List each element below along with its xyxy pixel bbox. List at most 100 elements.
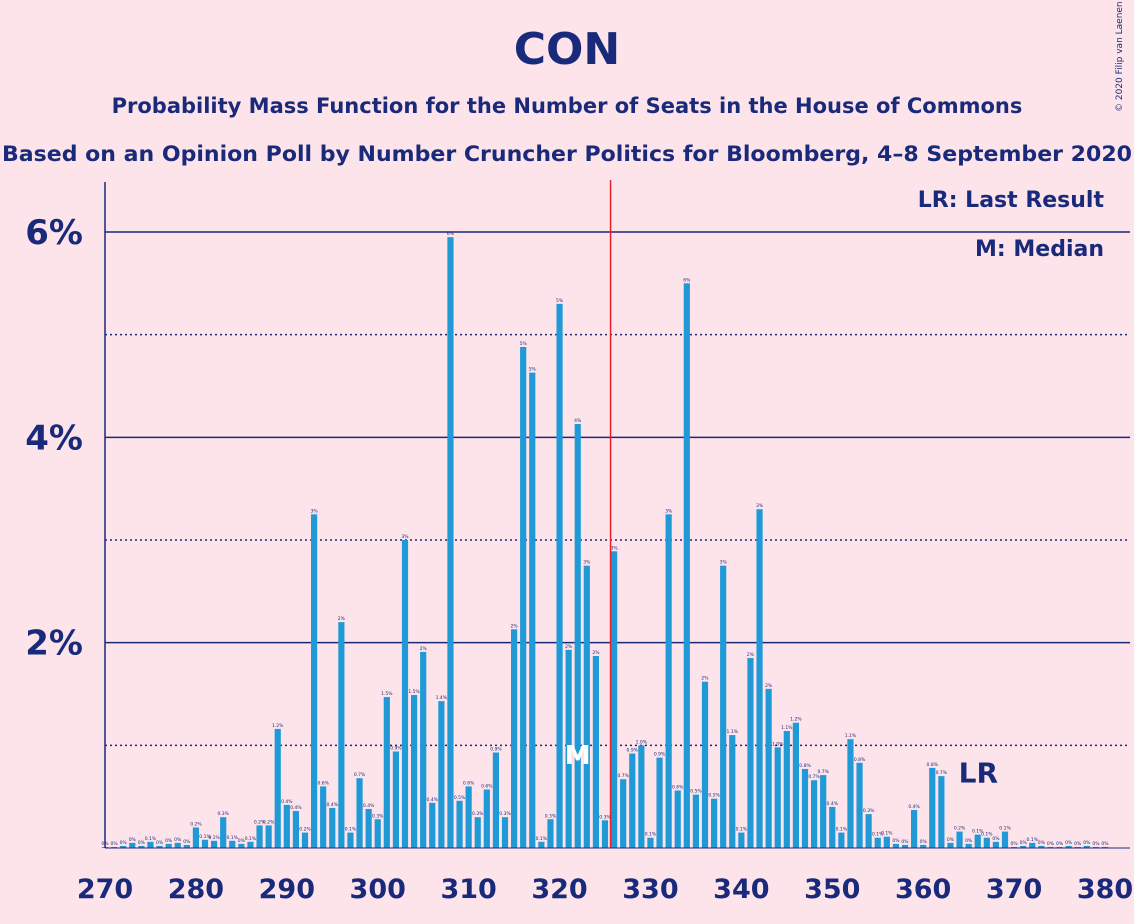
bar-303 bbox=[401, 540, 409, 848]
bar-331 bbox=[656, 757, 663, 848]
bar-341 bbox=[747, 658, 754, 848]
data-label-303: 3% bbox=[401, 534, 409, 540]
data-label-344: 1.0% bbox=[772, 741, 784, 747]
data-label-337: 0.5% bbox=[708, 793, 720, 799]
data-label-300: 0.3% bbox=[372, 813, 384, 819]
bar-316 bbox=[520, 346, 527, 848]
bar-367 bbox=[983, 837, 990, 848]
bar-361 bbox=[929, 767, 936, 848]
data-label-334: 6% bbox=[683, 277, 691, 283]
bar-304 bbox=[411, 695, 418, 848]
data-label-298: 0.7% bbox=[354, 772, 366, 778]
bar-378 bbox=[1083, 845, 1090, 848]
data-label-356: 0.1% bbox=[881, 831, 893, 837]
bar-324 bbox=[592, 656, 599, 848]
data-label-354: 0.3% bbox=[863, 808, 875, 814]
bar-298 bbox=[356, 778, 363, 848]
bar-280 bbox=[192, 827, 199, 848]
bar-312 bbox=[483, 789, 490, 848]
y-tick-label: 2% bbox=[25, 624, 83, 664]
data-label-290: 0.4% bbox=[281, 799, 293, 805]
bar-284 bbox=[229, 840, 236, 848]
data-label-338: 3% bbox=[720, 560, 728, 566]
bar-342 bbox=[756, 509, 763, 848]
bar-356 bbox=[883, 836, 890, 848]
bar-371 bbox=[1020, 845, 1027, 848]
data-label-277: 0% bbox=[165, 838, 173, 844]
median-marker: M bbox=[565, 741, 591, 771]
data-label-307: 1.4% bbox=[436, 695, 448, 701]
bar-345 bbox=[783, 730, 790, 848]
bar-349 bbox=[820, 775, 827, 848]
x-tick-label: 320 bbox=[531, 874, 587, 905]
bar-348 bbox=[811, 780, 818, 848]
data-label-311: 0.3% bbox=[472, 811, 484, 817]
bar-354 bbox=[865, 814, 872, 848]
x-tick-label: 280 bbox=[168, 874, 224, 905]
bars bbox=[101, 237, 1109, 849]
bar-330 bbox=[647, 837, 654, 848]
bar-273 bbox=[129, 842, 136, 848]
bar-328 bbox=[629, 753, 636, 848]
data-label-327: 0.7% bbox=[617, 773, 629, 779]
chart-subtitle: Probability Mass Function for the Number… bbox=[112, 94, 1023, 118]
data-label-376: 0% bbox=[1065, 840, 1073, 846]
data-label-272: 0% bbox=[120, 840, 128, 846]
data-label-357: 0% bbox=[892, 838, 900, 844]
legend-last-result: LR: Last Result bbox=[918, 188, 1105, 213]
bar-305 bbox=[420, 651, 427, 848]
bar-308 bbox=[447, 237, 454, 849]
data-label-336: 2% bbox=[701, 676, 709, 682]
data-label-278: 0% bbox=[174, 837, 182, 843]
bar-288 bbox=[265, 825, 272, 848]
data-label-308: 6% bbox=[447, 231, 455, 237]
x-tick-label: 370 bbox=[986, 874, 1042, 905]
data-label-352: 1.1% bbox=[845, 733, 857, 739]
data-label-323: 3% bbox=[583, 560, 591, 566]
bar-364 bbox=[956, 831, 963, 848]
data-label-302: 0.9% bbox=[390, 745, 402, 751]
data-label-368: 0% bbox=[992, 836, 1000, 842]
data-label-292: 0.2% bbox=[299, 827, 311, 833]
bar-302 bbox=[392, 751, 399, 848]
data-label-351: 0.1% bbox=[836, 827, 848, 833]
bar-294 bbox=[320, 786, 327, 848]
x-tick-label: 340 bbox=[713, 874, 769, 905]
bar-320 bbox=[556, 303, 563, 848]
data-label-291: 0.4% bbox=[290, 805, 302, 811]
bar-337 bbox=[711, 798, 718, 848]
bar-295 bbox=[329, 807, 336, 848]
bar-359 bbox=[911, 810, 918, 848]
bar-323 bbox=[583, 565, 590, 848]
data-label-282: 0.1% bbox=[208, 835, 220, 841]
bar-291 bbox=[292, 811, 299, 848]
x-tick-label: 290 bbox=[259, 874, 315, 905]
data-label-362: 0.7% bbox=[936, 770, 948, 776]
bar-275 bbox=[147, 841, 154, 848]
bar-319 bbox=[547, 819, 554, 848]
data-label-363: 0% bbox=[947, 837, 955, 843]
bar-333 bbox=[674, 790, 681, 848]
data-label-365: 0% bbox=[965, 838, 973, 844]
x-tick-label: 350 bbox=[804, 874, 860, 905]
data-label-375: 0% bbox=[1056, 841, 1064, 847]
bar-365 bbox=[965, 843, 972, 848]
data-label-325: 0.3% bbox=[599, 814, 611, 820]
data-label-332: 3% bbox=[665, 508, 673, 514]
data-label-305: 2% bbox=[420, 646, 428, 652]
data-label-380: 0% bbox=[1101, 841, 1109, 847]
data-label-328: 0.9% bbox=[627, 748, 639, 754]
bar-313 bbox=[492, 752, 499, 848]
data-label-340: 0.1% bbox=[736, 827, 748, 833]
bar-283 bbox=[220, 817, 227, 848]
bar-293 bbox=[311, 514, 318, 848]
data-label-315: 2% bbox=[511, 623, 519, 629]
data-label-329: 1.0% bbox=[636, 739, 648, 745]
bar-317 bbox=[529, 372, 536, 848]
bar-374 bbox=[1047, 846, 1054, 848]
data-label-342: 3% bbox=[756, 503, 764, 509]
bar-315 bbox=[511, 629, 518, 848]
data-label-335: 0.5% bbox=[690, 789, 702, 795]
bar-286 bbox=[247, 841, 254, 848]
